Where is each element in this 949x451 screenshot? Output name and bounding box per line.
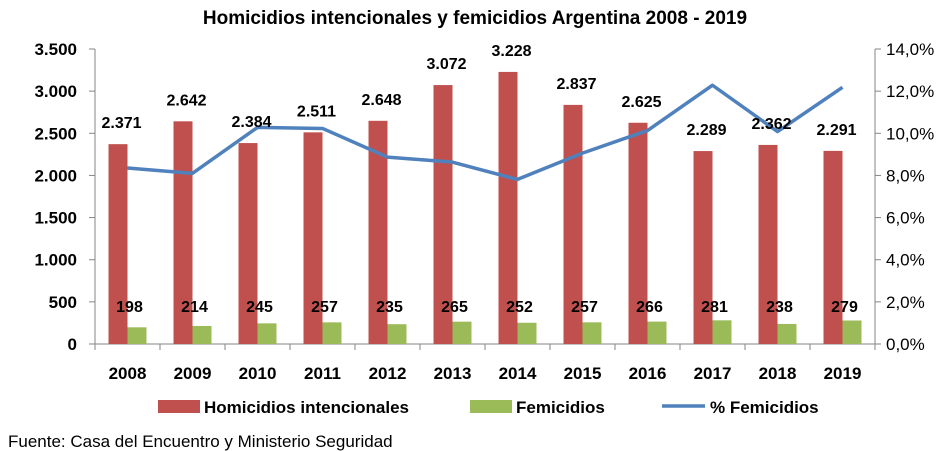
data-label-femicidios: 198 [116, 299, 143, 316]
bar-homicidios [823, 150, 843, 344]
legend-label-homicidios: Homicidios intencionales [204, 398, 409, 417]
bar-femicidios [192, 325, 212, 344]
x-tick-label: 2014 [499, 364, 537, 383]
legend-swatch-homicidios [158, 400, 200, 413]
data-label-homicidios: 2.511 [297, 103, 336, 120]
y2-tick-label: 14,0% [886, 40, 934, 59]
bar-femicidios [257, 323, 277, 344]
y-tick-label: 2.000 [34, 166, 77, 185]
y2-tick-label: 10,0% [886, 124, 934, 143]
bar-homicidios [368, 120, 388, 344]
data-label-femicidios: 266 [636, 299, 663, 316]
data-label-femicidios: 265 [441, 299, 468, 316]
data-label-femicidios: 257 [571, 299, 598, 316]
bar-homicidios [628, 122, 648, 344]
y-tick-label: 1.500 [34, 209, 77, 228]
bar-femicidios [322, 322, 342, 344]
bar-femicidios [647, 321, 667, 344]
legend-label-pct: % Femicidios [710, 398, 819, 417]
legend-swatch-femicidios [470, 400, 512, 413]
y-tick-label: 500 [49, 293, 77, 312]
data-label-homicidios: 2.362 [751, 116, 791, 133]
data-label-homicidios: 2.289 [686, 122, 726, 139]
bar-homicidios [238, 143, 258, 344]
bar-femicidios [842, 320, 862, 344]
bar-homicidios [433, 85, 453, 345]
data-label-homicidios: 2.291 [816, 122, 856, 139]
y2-tick-label: 0,0% [886, 335, 925, 354]
y2-tick-label: 8,0% [886, 166, 925, 185]
y2-tick-label: 4,0% [886, 251, 925, 270]
data-label-homicidios: 3.072 [426, 56, 466, 73]
data-label-homicidios: 2.371 [101, 115, 141, 132]
data-label-femicidios: 214 [181, 299, 208, 316]
legend-label-femicidios: Femicidios [516, 398, 605, 417]
bar-femicidios [387, 324, 407, 344]
x-tick-label: 2011 [304, 364, 341, 383]
y-tick-label: 0 [68, 335, 77, 354]
x-tick-label: 2008 [109, 364, 147, 383]
chart-title: Homicidios intencionales y femicidios Ar… [203, 8, 747, 29]
bar-homicidios [758, 144, 778, 344]
bar-homicidios [108, 144, 128, 344]
x-tick-label: 2010 [239, 364, 277, 383]
data-label-femicidios: 252 [506, 299, 533, 316]
y2-tick-label: 6,0% [886, 209, 925, 228]
x-tick-label: 2009 [174, 364, 212, 383]
bar-homicidios [303, 132, 323, 344]
x-tick-label: 2018 [759, 364, 797, 383]
x-tick-label: 2012 [369, 364, 407, 383]
data-label-homicidios: 2.837 [556, 76, 596, 93]
bar-homicidios [693, 151, 713, 344]
y-tick-label: 2.500 [34, 124, 77, 143]
y-tick-label: 1.000 [34, 251, 77, 270]
data-label-femicidios: 238 [766, 299, 793, 316]
y-tick-label: 3.500 [34, 40, 77, 59]
bar-femicidios [517, 322, 537, 344]
bar-femicidios [777, 323, 797, 344]
bar-homicidios [173, 121, 193, 345]
data-label-femicidios: 235 [376, 299, 403, 316]
bar-homicidios [563, 104, 583, 344]
x-tick-label: 2017 [694, 364, 732, 383]
data-label-homicidios: 2.625 [621, 94, 661, 111]
data-label-homicidios: 3.228 [491, 43, 531, 60]
bar-homicidios [498, 71, 518, 344]
bar-femicidios [582, 322, 602, 344]
data-label-femicidios: 245 [246, 299, 273, 316]
data-label-femicidios: 279 [831, 299, 858, 316]
y2-tick-label: 12,0% [886, 82, 934, 101]
x-tick-label: 2019 [824, 364, 862, 383]
x-tick-label: 2013 [434, 364, 472, 383]
data-label-femicidios: 281 [701, 299, 728, 316]
data-label-homicidios: 2.384 [231, 114, 271, 131]
x-tick-label: 2015 [564, 364, 602, 383]
bar-femicidios [712, 320, 732, 344]
bar-femicidios [452, 321, 472, 344]
data-label-homicidios: 2.648 [361, 92, 401, 109]
data-label-femicidios: 257 [311, 299, 338, 316]
line-pct-femicidios [127, 83, 844, 182]
x-tick-label: 2016 [629, 364, 667, 383]
source-note: Fuente: Casa del Encuentro y Ministerio … [8, 432, 393, 451]
bar-femicidios [127, 327, 147, 344]
data-label-homicidios: 2.642 [166, 92, 206, 109]
y-tick-label: 3.000 [34, 82, 77, 101]
y2-tick-label: 2,0% [886, 293, 925, 312]
